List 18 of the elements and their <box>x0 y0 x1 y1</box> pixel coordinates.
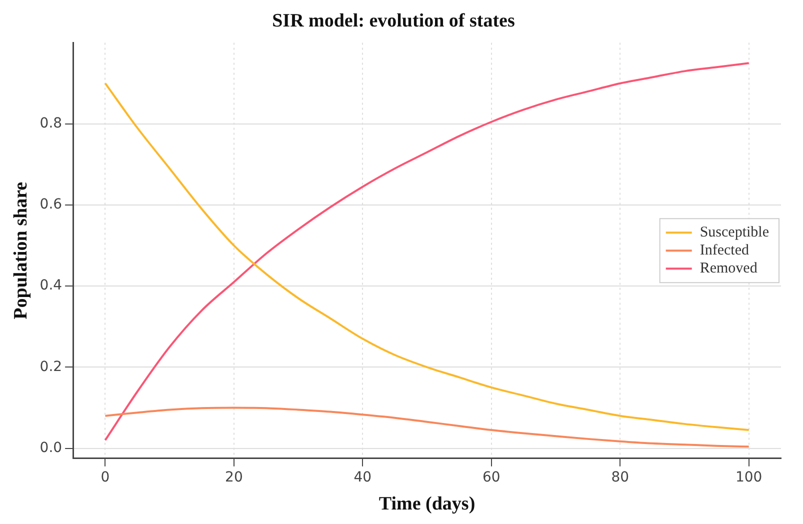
x-tick-label: 60 <box>482 469 500 486</box>
legend-label: Susceptible <box>700 224 770 241</box>
line-series <box>104 406 750 448</box>
legend-label: Infected <box>700 242 750 259</box>
y-tick-label: 0.4 <box>40 278 62 294</box>
x-tick-label: 20 <box>225 469 243 486</box>
x-axis-title: Time (days) <box>378 494 476 515</box>
y-tick-label: 0.8 <box>40 116 62 132</box>
y-tick-label: 0.0 <box>40 440 62 456</box>
legend-label: Removed <box>700 260 758 277</box>
x-tick-label: 80 <box>611 469 630 486</box>
y-tick-label: 0.6 <box>40 196 62 213</box>
y-axis-title: Population share <box>10 182 32 320</box>
x-tick-label: 40 <box>354 469 372 486</box>
x-tick-label: 100 <box>735 469 762 486</box>
y-tick-label: 0.2 <box>40 358 62 375</box>
chart-title: SIR model: evolution of states <box>272 10 515 32</box>
x-tick-label: 0 <box>100 469 110 486</box>
